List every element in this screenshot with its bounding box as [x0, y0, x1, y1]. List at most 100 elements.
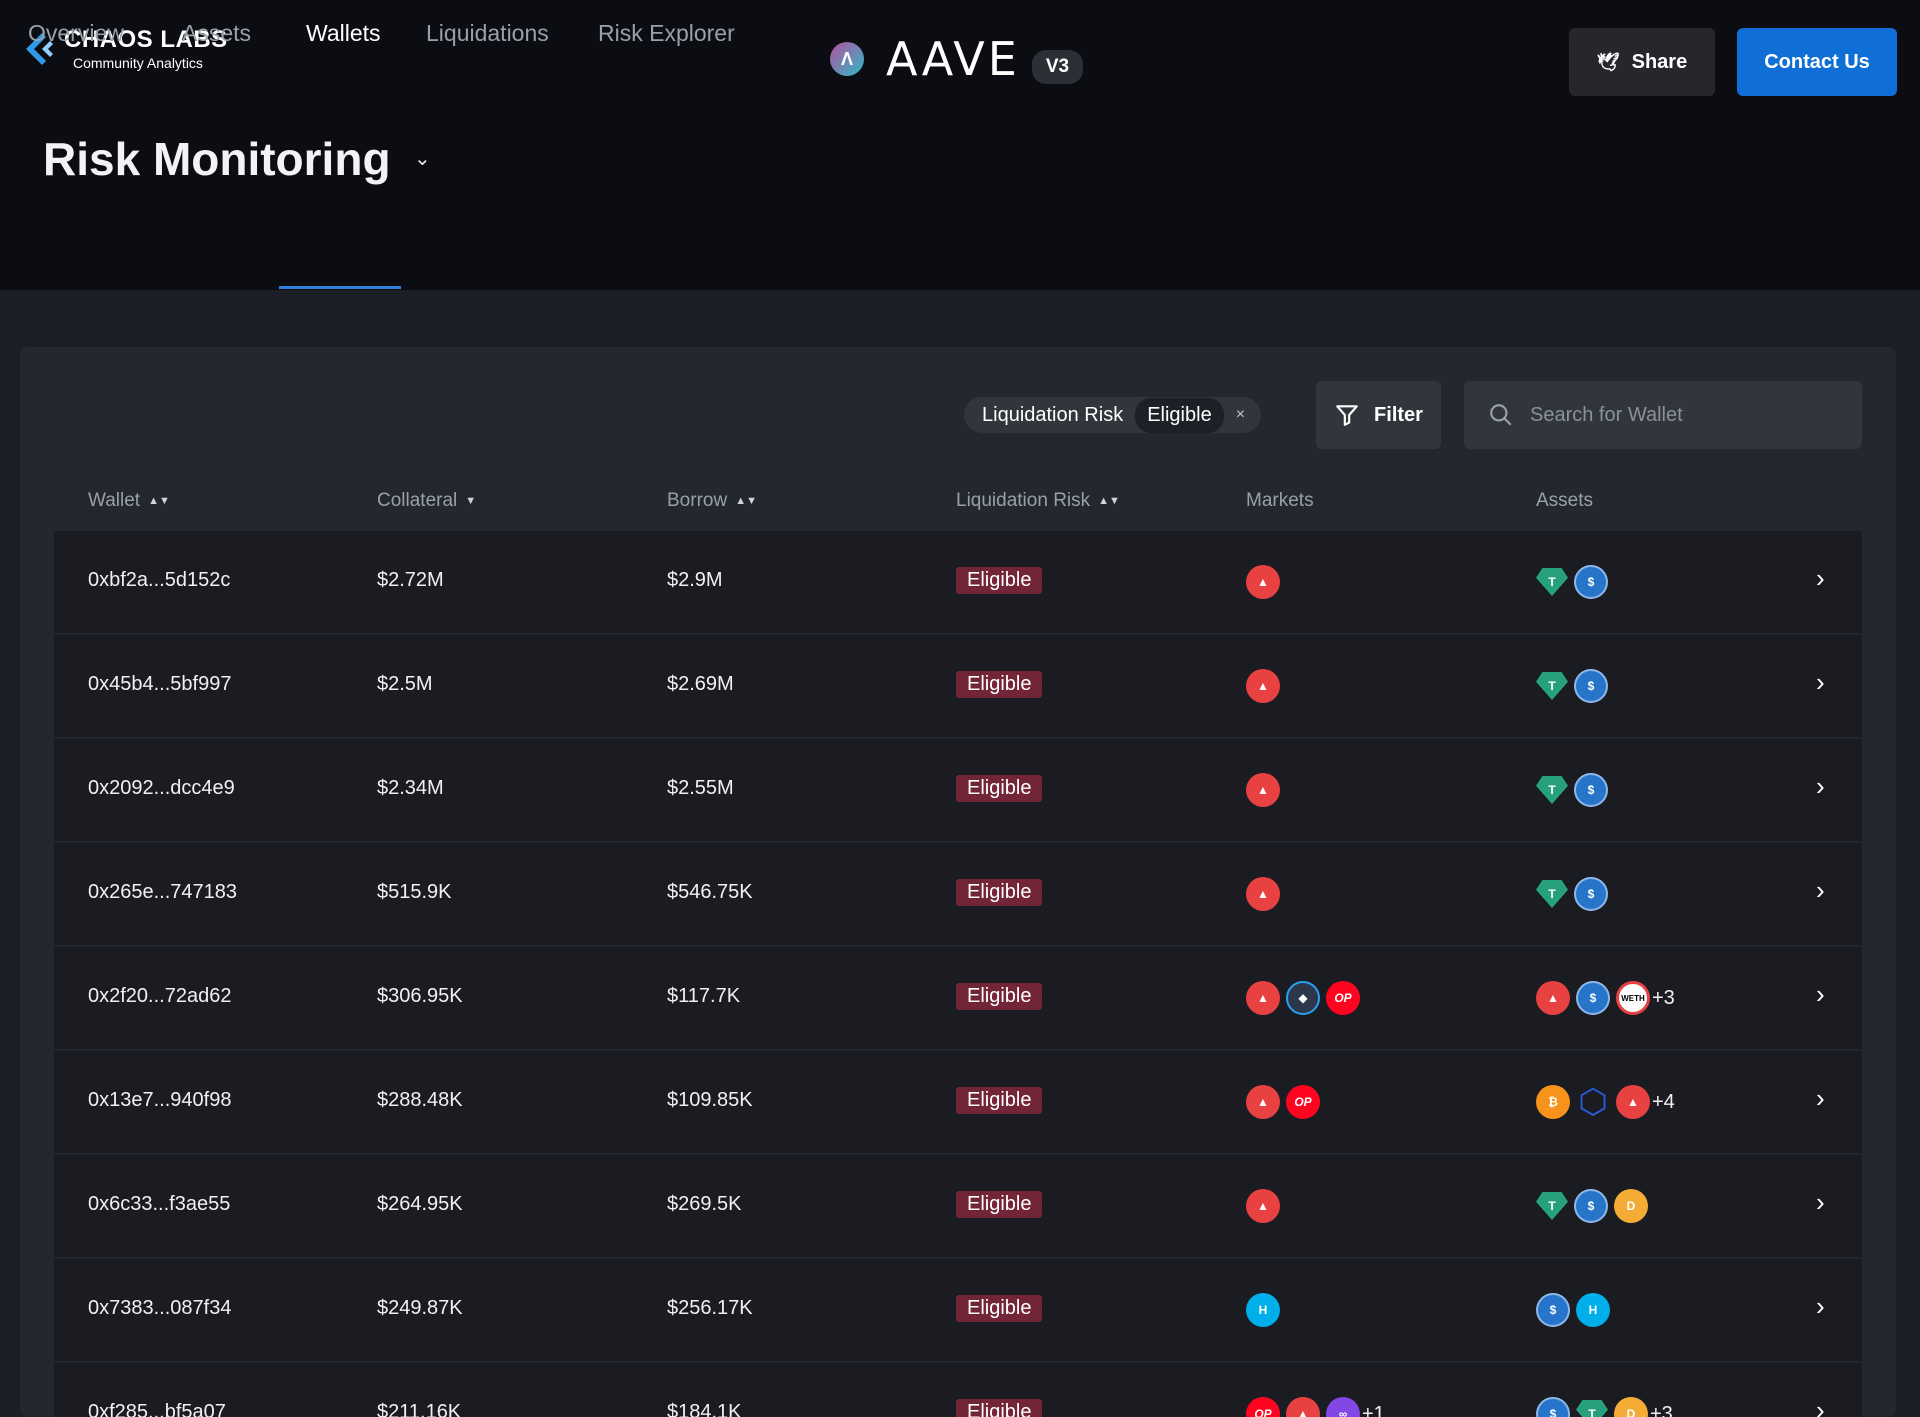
- usdc-icon: $: [1574, 773, 1608, 807]
- collateral-value: $515.9K: [377, 881, 452, 903]
- assets-icons: T $: [1536, 877, 1614, 911]
- chevron-right-icon[interactable]: ›: [1816, 875, 1825, 905]
- tab-risk-explorer[interactable]: Risk Explorer: [598, 20, 735, 46]
- risk-badge: Eligible: [956, 671, 1043, 698]
- active-filter-chip: Liquidation Risk Eligible ×: [964, 397, 1262, 433]
- tab-wallets[interactable]: Wallets: [306, 20, 381, 46]
- wallet-address: 0x2092...dcc4e9: [88, 777, 235, 799]
- table-row[interactable]: 0xf285...bf5a07 $211.16K $184.1K Eligible OP…: [54, 1363, 1862, 1417]
- markets-icons: ▲: [1246, 773, 1286, 807]
- search-input[interactable]: [1530, 403, 1830, 427]
- usdc-icon: $: [1574, 565, 1608, 599]
- assets-icons: $ H: [1536, 1293, 1616, 1327]
- markets-icons: H: [1246, 1293, 1286, 1327]
- avalanche-icon: ▲: [1246, 1189, 1280, 1223]
- sort-icon: ▲▼: [148, 495, 170, 507]
- column-wallet[interactable]: Wallet ▲▼: [88, 490, 170, 511]
- borrow-value: $546.75K: [667, 881, 753, 903]
- chevron-down-icon[interactable]: ⌄: [414, 148, 431, 170]
- harmony-icon: H: [1246, 1293, 1280, 1327]
- table-row[interactable]: 0x13e7...940f98 $288.48K $109.85K Eligible ▲…: [54, 1051, 1862, 1153]
- tab-assets[interactable]: Assets: [182, 20, 252, 46]
- table-header: Wallet ▲▼ Collateral ▼ Borrow ▲▼ Liquidatio…: [54, 480, 1862, 520]
- risk-badge: Eligible: [956, 775, 1043, 802]
- avalanche-icon: ▲: [1246, 773, 1280, 807]
- chevron-right-icon[interactable]: ›: [1816, 667, 1825, 697]
- dai-icon: D: [1614, 1189, 1648, 1223]
- chevron-right-icon[interactable]: ›: [1816, 563, 1825, 593]
- aave-ghost-icon: Λ: [830, 42, 864, 76]
- usdt-icon: T: [1536, 880, 1568, 908]
- usdc-icon: $: [1536, 1293, 1570, 1327]
- borrow-value: $2.69M: [667, 673, 734, 695]
- table-row[interactable]: 0x7383...087f34 $249.87K $256.17K Eligible H…: [54, 1259, 1862, 1361]
- chevron-right-icon[interactable]: ›: [1816, 1395, 1825, 1417]
- filter-label: Filter: [1374, 403, 1423, 426]
- assets-icons: $ T D +3: [1536, 1397, 1673, 1417]
- markets-icons: ▲ ◆ OP: [1246, 981, 1366, 1015]
- collateral-value: $2.5M: [377, 673, 433, 695]
- column-collateral[interactable]: Collateral ▼: [377, 490, 477, 511]
- collateral-value: $211.16K: [377, 1401, 462, 1417]
- filter-icon: [1336, 405, 1358, 426]
- wallet-address: 0xbf2a...5d152c: [88, 569, 231, 591]
- usdt-icon: T: [1536, 776, 1568, 804]
- avalanche-icon: ▲: [1246, 669, 1280, 703]
- search-icon: [1490, 404, 1512, 426]
- table-row[interactable]: 0x6c33...f3ae55 $264.95K $269.5K Eligible ▲ T…: [54, 1155, 1862, 1257]
- tab-overview[interactable]: Overview: [28, 20, 124, 46]
- brand-name: CHAOS LABS: [64, 26, 228, 53]
- avalanche-icon: ▲: [1536, 981, 1570, 1015]
- wallet-address: 0x265e...747183: [88, 881, 238, 903]
- avalanche-icon: ▲: [1286, 1397, 1320, 1417]
- harmony-icon: H: [1576, 1293, 1610, 1327]
- chevron-right-icon[interactable]: ›: [1816, 1187, 1825, 1217]
- tab-liquidations[interactable]: Liquidations: [426, 20, 549, 46]
- usdc-icon: $: [1574, 877, 1608, 911]
- sort-icon: ▲▼: [735, 495, 757, 507]
- markets-icons: ▲ OP: [1246, 1085, 1326, 1119]
- share-button[interactable]: 🕊 Share: [1569, 28, 1715, 96]
- collateral-value: $264.95K: [377, 1193, 463, 1215]
- version-badge: V3: [1031, 50, 1084, 84]
- usdc-icon: $: [1536, 1397, 1570, 1417]
- chaos-labs-logo[interactable]: CHAOS LABS Community Analytics: [20, 28, 228, 70]
- chevron-right-icon[interactable]: ›: [1816, 1291, 1825, 1321]
- more-count: +1: [1362, 1402, 1385, 1417]
- wallet-search[interactable]: [1464, 381, 1862, 449]
- borrow-value: $184.1K: [667, 1401, 742, 1417]
- active-tab-indicator: [279, 286, 401, 289]
- wallet-address: 0x7383...087f34: [88, 1297, 232, 1319]
- markets-icons: ▲: [1246, 669, 1286, 703]
- risk-badge: Eligible: [956, 1399, 1043, 1417]
- column-borrow[interactable]: Borrow ▲▼: [667, 490, 757, 511]
- protocol-name: AAVE: [886, 32, 1020, 86]
- risk-badge: Eligible: [956, 567, 1043, 594]
- wallet-address: 0xf285...bf5a07: [88, 1401, 226, 1417]
- risk-badge: Eligible: [956, 1295, 1043, 1322]
- chevron-right-icon[interactable]: ›: [1816, 1083, 1825, 1113]
- remove-filter-icon[interactable]: ×: [1235, 406, 1246, 423]
- table-row[interactable]: 0x45b4...5bf997 $2.5M $2.69M Eligible ▲ T $ ›: [54, 635, 1862, 737]
- wallet-address: 0x13e7...940f98: [88, 1089, 232, 1111]
- contact-us-button[interactable]: Contact Us: [1737, 28, 1897, 96]
- top-header: CHAOS LABS Community Analytics Λ AAVE V3…: [0, 0, 1920, 290]
- filter-button[interactable]: Filter: [1316, 381, 1441, 449]
- column-assets: Assets: [1536, 490, 1594, 511]
- more-count: +3: [1650, 1402, 1673, 1417]
- collateral-value: $288.48K: [377, 1089, 463, 1111]
- table-row[interactable]: 0x2092...dcc4e9 $2.34M $2.55M Eligible ▲ T $ ›: [54, 739, 1862, 841]
- table-row[interactable]: 0x2f20...72ad62 $306.95K $117.7K Eligible ▲ ◆…: [54, 947, 1862, 1049]
- assets-icons: T $: [1536, 669, 1614, 703]
- table-row[interactable]: 0xbf2a...5d152c $2.72M $2.9M Eligible ▲ T $ ›: [54, 531, 1862, 633]
- markets-icons: ▲: [1246, 1189, 1286, 1223]
- optimism-icon: OP: [1286, 1085, 1320, 1119]
- usdt-icon: T: [1536, 1192, 1568, 1220]
- chevron-right-icon[interactable]: ›: [1816, 771, 1825, 801]
- chevron-right-icon[interactable]: ›: [1816, 979, 1825, 1009]
- avalanche-icon: ▲: [1246, 981, 1280, 1015]
- column-liquidation-risk[interactable]: Liquidation Risk ▲▼: [956, 490, 1120, 511]
- borrow-value: $2.9M: [667, 569, 723, 591]
- table-row[interactable]: 0x265e...747183 $515.9K $546.75K Eligible ▲ T…: [54, 843, 1862, 945]
- avalanche-icon: ▲: [1246, 1085, 1280, 1119]
